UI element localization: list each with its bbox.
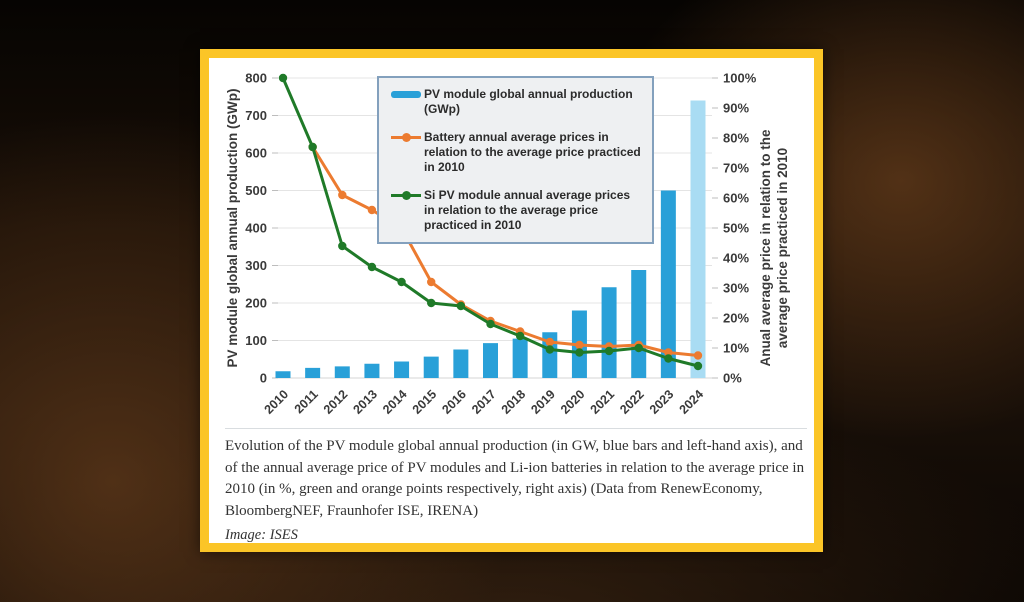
axis-text: 400	[245, 221, 267, 236]
data-point	[664, 354, 673, 363]
axis-text: 100	[245, 333, 267, 348]
axis-text: 800	[245, 71, 267, 86]
data-point	[367, 262, 377, 272]
axis-text: 20%	[723, 311, 749, 326]
data-point	[367, 205, 377, 215]
axis-text: 2014	[380, 387, 410, 417]
data-point	[545, 337, 554, 347]
data-point	[604, 346, 614, 356]
bar-2016	[453, 349, 469, 378]
chart-legend: PV module global annual production (GWp)…	[377, 76, 654, 244]
axis-text: 90%	[723, 101, 749, 116]
blue-bar-swatch-icon	[391, 91, 421, 98]
bar-2013	[364, 363, 380, 378]
green-line-dot-swatch-icon	[391, 188, 421, 203]
axis-text: 2011	[292, 387, 321, 416]
caption-divider	[225, 428, 807, 429]
axis-text: 0%	[723, 371, 742, 386]
legend-item-production: PV module global annual production (GWp)	[391, 87, 642, 117]
axis-text: 2013	[350, 387, 380, 417]
axis-text: 30%	[723, 281, 749, 296]
line-series-0	[311, 145, 700, 357]
bar-2018	[512, 338, 528, 378]
axis-text: 200	[245, 296, 267, 311]
data-point	[575, 348, 584, 357]
axis-text: 2022	[617, 387, 647, 417]
axis-text: 2012	[321, 387, 351, 417]
axis-text: 40%	[723, 251, 749, 266]
data-point	[693, 361, 703, 371]
data-point	[515, 331, 525, 341]
chart-canvas: 0 100 200 300 400 500 600 700 800 0% 10% 20% 30% 40% 5…	[225, 71, 790, 417]
axis-text: 100%	[723, 71, 757, 86]
bar-2023	[660, 190, 676, 378]
legend-item-si-pv: Si PV module annual average prices in re…	[391, 188, 642, 233]
figure-caption: Evolution of the PV module global annual…	[225, 438, 805, 519]
image-credit: Image: ISES	[225, 527, 298, 543]
axis-text: PV module global annual production (GWp)	[225, 89, 240, 368]
bar-2012	[334, 366, 350, 378]
axis-text: 2017	[469, 387, 499, 417]
axis-text: Anual average price in relation to the	[758, 129, 773, 367]
axis-text: 80%	[723, 131, 749, 146]
axis-text: 2018	[499, 387, 529, 417]
axis-text: 2023	[647, 387, 677, 417]
axis-text: 2024	[677, 387, 707, 417]
legend-item-battery: Battery annual average prices in relatio…	[391, 130, 642, 175]
figure-card: 0 100 200 300 400 500 600 700 800 0% 10% 20% 30% 40% 5…	[200, 49, 823, 552]
data-point	[278, 73, 288, 83]
axis-text: 60%	[723, 191, 749, 206]
data-point	[575, 340, 584, 350]
axis-text: 2010	[262, 387, 292, 417]
axis-text: 50%	[723, 221, 749, 236]
data-point	[456, 301, 466, 311]
axis-text: 500	[245, 183, 267, 198]
axis-text: 600	[245, 146, 267, 161]
data-point	[693, 351, 703, 360]
bar-2021	[601, 287, 617, 378]
data-point	[338, 241, 347, 251]
legend-label-si-pv: Si PV module annual average prices in re…	[424, 188, 631, 232]
bar-2024	[690, 100, 706, 378]
data-point	[664, 348, 673, 357]
axis-text: 2015	[410, 387, 440, 417]
orange-line-dot-swatch-icon	[391, 130, 421, 145]
axis-text: 2021	[588, 387, 618, 417]
figure-card-inner: 0 100 200 300 400 500 600 700 800 0% 10% 20% 30% 40% 5…	[209, 58, 814, 543]
data-point	[634, 343, 643, 353]
data-point	[427, 277, 436, 287]
bar-2015	[423, 356, 439, 378]
data-point	[397, 277, 406, 287]
axis-text: 300	[245, 258, 267, 273]
bar-2011	[305, 367, 321, 378]
axis-text: 10%	[723, 341, 749, 356]
legend-label-battery: Battery annual average prices in relatio…	[424, 130, 641, 174]
data-point	[427, 298, 436, 308]
axis-text: 2020	[558, 387, 588, 417]
legend-label-production: PV module global annual production (GWp)	[424, 87, 633, 116]
data-point	[308, 142, 317, 152]
axis-text: 2016	[439, 387, 469, 417]
axis-text: 0	[260, 371, 267, 386]
bar-2017	[483, 343, 498, 378]
axis-text: average price practiced in 2010	[775, 148, 790, 348]
data-point	[486, 319, 495, 329]
caption-block: Evolution of the PV module global annual…	[225, 436, 809, 544]
axis-text: 70%	[723, 161, 749, 176]
bar-2010	[275, 371, 291, 378]
data-point	[338, 190, 347, 200]
axis-text: 2019	[528, 387, 558, 417]
data-point	[545, 345, 554, 354]
bar-2022	[631, 270, 647, 378]
bar-2014	[394, 361, 410, 378]
axis-text: 700	[245, 108, 267, 123]
